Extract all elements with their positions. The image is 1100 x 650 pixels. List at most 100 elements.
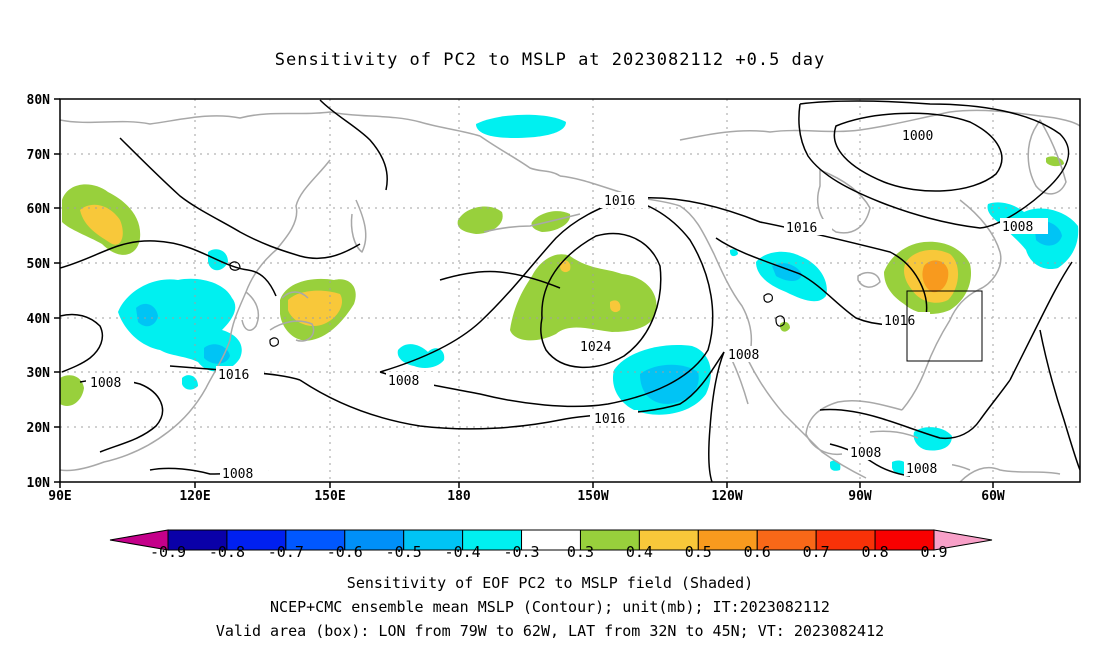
isobar-label: 1008 — [388, 374, 419, 389]
isobar-loop — [269, 337, 279, 347]
colorbar-label: 0.8 — [862, 543, 889, 561]
coastline-labrador — [949, 199, 1002, 321]
isobar-1016-arctic — [319, 99, 388, 191]
shade-positive — [288, 290, 343, 327]
coastline-japan — [269, 291, 315, 342]
map-frame — [59, 98, 1081, 483]
shade-negative — [204, 344, 230, 364]
coastline-korea — [241, 291, 260, 331]
colorbar-label: -0.9 — [150, 543, 186, 561]
lon-label: 120W — [711, 489, 742, 504]
isobar-1008-latin — [829, 443, 911, 477]
coastline-alaska — [559, 175, 753, 361]
shade-positive — [922, 260, 949, 293]
isobar-1008-asia — [60, 240, 277, 297]
caption-line-2: NCEP+CMC ensemble mean MSLP (Contour); u… — [270, 598, 830, 616]
lat-label: 40N — [27, 312, 51, 327]
small-isobar-loops — [229, 261, 785, 347]
isobar-label: 1008 — [1002, 220, 1033, 235]
lon-label: 90W — [848, 489, 872, 504]
isobar-1008-north — [798, 100, 1070, 229]
label-bg — [590, 410, 638, 426]
isobar-1008-atlantic — [1009, 261, 1073, 381]
label-bg — [898, 127, 946, 143]
isobar-label: 1008 — [222, 467, 253, 482]
lat-label: 20N — [27, 421, 51, 436]
lon-label: 150E — [314, 489, 345, 504]
coastline-lakes — [857, 271, 881, 288]
lat-label: 50N — [27, 257, 51, 272]
coastline-baja — [729, 355, 749, 405]
valid-area-box — [906, 290, 983, 362]
lat-label: 80N — [27, 93, 51, 108]
caption-line-1: Sensitivity of EOF PC2 to MSLP field (Sh… — [346, 574, 754, 592]
isobar-1016-south — [299, 351, 725, 430]
coastline-us-east — [901, 319, 951, 411]
lat-label: 70N — [27, 148, 51, 163]
lon-label: 180 — [447, 489, 471, 504]
coastline-hudson-bay — [816, 169, 871, 234]
colorbar-tip-high — [933, 529, 993, 551]
coastline-mexico-west — [747, 359, 867, 479]
gridlines — [60, 99, 1080, 482]
isobar-label: 1016 — [884, 314, 915, 329]
label-bg — [386, 372, 434, 388]
colorbar-label: 0.4 — [626, 543, 653, 561]
lat-label: 10N — [27, 476, 51, 491]
isobar-1016-north-asia — [119, 137, 361, 260]
isobars — [60, 99, 1080, 482]
shade-positive — [560, 260, 571, 273]
coastlines — [60, 109, 1080, 482]
colorbar-label: 0.5 — [685, 543, 712, 561]
isobar-label: 1016 — [604, 194, 635, 209]
shade-positive — [60, 375, 84, 407]
shade-positive — [457, 206, 503, 234]
label-bg — [600, 192, 648, 208]
isobar-1008-caribbean — [819, 379, 1011, 440]
coastline-asia-arctic — [60, 111, 481, 137]
tick-marks — [54, 98, 994, 488]
label-bg — [784, 219, 832, 235]
lon-label: 60W — [981, 489, 1005, 504]
isobar-loop — [775, 315, 785, 327]
shade-positive — [80, 204, 123, 245]
colorbar: -0.9 -0.8 -0.7 -0.6 -0.5 -0.4 -0.3 0.3 0.4 0.5 0.6… — [109, 529, 993, 561]
colorbar-label: 0.3 — [567, 543, 594, 561]
label-bg — [216, 366, 264, 382]
isobar-label: 1008 — [728, 348, 759, 363]
isobar-label: 1008 — [850, 446, 881, 461]
shade-positive — [1046, 156, 1064, 167]
label-bg — [848, 444, 896, 460]
coastline-cuba — [869, 430, 919, 439]
isobar-loop — [763, 293, 773, 303]
shade-negative — [772, 263, 802, 281]
shade-negative — [476, 114, 566, 138]
colorbar-label: 0.9 — [920, 543, 947, 561]
coastline-aleutians — [483, 213, 581, 233]
lat-label: 60N — [27, 202, 51, 217]
lat-label: 30N — [27, 366, 51, 381]
coastline-bering — [479, 135, 561, 177]
lon-label: 120E — [179, 489, 210, 504]
isobar-1008-east-pacific — [707, 351, 725, 482]
label-bg — [576, 338, 624, 354]
lon-labels: 90E 120E 150E 180 150W 120W 90W 60W — [48, 489, 1005, 504]
isobar-label: 1016 — [786, 221, 817, 236]
isobar-1016-pacific-high — [379, 199, 714, 408]
shade-positive — [610, 300, 621, 313]
label-bg — [904, 460, 952, 476]
colorbar-label: 0.6 — [744, 543, 771, 561]
colorbar-label: -0.6 — [327, 543, 363, 561]
isobar-1008-china — [60, 313, 104, 373]
isobar-label: 1008 — [90, 376, 121, 391]
shade-negative — [730, 249, 738, 257]
label-bg — [882, 312, 930, 328]
isobar-1016-bering — [439, 270, 561, 289]
isobar-labels: 1000 1016 1008 1016 1016 1024 1016 1008 … — [86, 127, 1048, 482]
coastline-greenland — [1027, 119, 1067, 195]
isobar-label: 1008 — [906, 462, 937, 477]
shade-positive — [780, 321, 790, 332]
lon-label: 150W — [577, 489, 608, 504]
isobar-1000 — [833, 112, 1003, 192]
